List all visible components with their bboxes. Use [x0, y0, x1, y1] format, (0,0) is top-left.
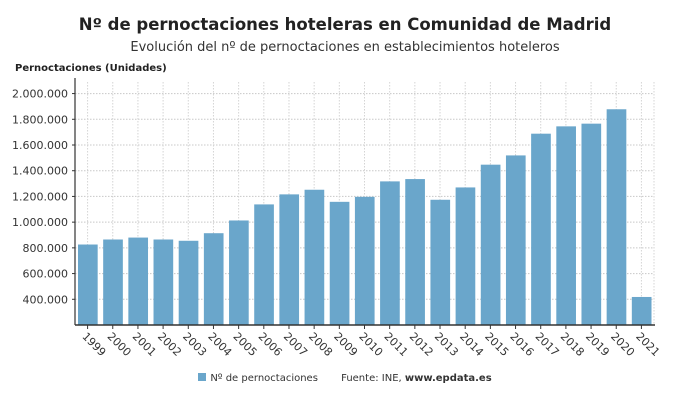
y-axis-label: Pernoctaciones (Unidades) [15, 63, 167, 74]
bar-2019 [581, 123, 602, 326]
x-tick-label: 2011 [382, 330, 411, 359]
x-tick-label: 2014 [457, 330, 486, 359]
bar-2020 [606, 109, 627, 325]
x-tick-label: 2008 [306, 330, 335, 359]
x-tick-label: 2003 [180, 330, 209, 359]
bar-2007 [279, 194, 300, 325]
bar-2005 [229, 220, 249, 325]
x-tick-label: 2019 [583, 330, 612, 359]
bar-2010 [354, 196, 375, 325]
bar-2011 [380, 181, 400, 325]
legend-swatch [198, 373, 207, 381]
y-tick-label: 1.400.000 [12, 165, 68, 178]
y-tick-label: 600.000 [23, 268, 69, 281]
chart-title: Nº de pernoctaciones hoteleras en Comuni… [78, 15, 612, 34]
x-tick-label: 2007 [281, 330, 310, 359]
x-tick-label: 2013 [432, 330, 461, 359]
bar-2004 [203, 233, 224, 325]
x-tick-label: 2009 [331, 330, 360, 359]
y-tick-label: 1.200.000 [12, 190, 68, 203]
x-tick-label: 1999 [79, 330, 108, 359]
y-tick-label: 2.000.000 [12, 88, 68, 101]
bar-2006 [254, 204, 274, 325]
x-tick-label: 2012 [407, 330, 436, 359]
x-tick-label: 2020 [608, 330, 637, 359]
x-tick-label: 2018 [558, 330, 587, 359]
x-tick-label: 2017 [533, 330, 562, 359]
bar-2008 [304, 189, 325, 325]
x-tick-label: 2004 [205, 330, 234, 359]
bar-2016 [505, 155, 526, 325]
x-tick-label: 2016 [507, 330, 536, 359]
y-tick-label: 1.000.000 [12, 216, 68, 229]
bar-2013 [430, 199, 451, 325]
bar-2001 [128, 237, 149, 325]
x-tick-label: 2021 [633, 330, 662, 359]
source-label: Fuente: INE, [341, 373, 405, 384]
bar-2012 [405, 179, 425, 325]
x-tick-label: 2002 [155, 330, 184, 359]
bar-2021 [631, 296, 652, 325]
y-tick-label: 1.800.000 [12, 113, 68, 126]
x-tick-label: 2000 [105, 330, 134, 359]
x-tick-label: 2015 [482, 330, 511, 359]
bar-2017 [531, 133, 551, 325]
source-note: Fuente: INE, www.epdata.es [341, 373, 492, 384]
bar-2015 [480, 164, 501, 325]
bar-2000 [103, 239, 123, 325]
source-site: www.epdata.es [404, 373, 492, 384]
legend-label: Nº de pernoctaciones [210, 373, 318, 384]
bar-2014 [455, 187, 476, 325]
x-tick-label: 2001 [130, 330, 159, 359]
x-tick-label: 2005 [231, 330, 260, 359]
x-tick-label: 2006 [256, 330, 285, 359]
bar-1999 [78, 244, 98, 325]
bar-2009 [329, 201, 350, 325]
chart-subtitle: Evolución del nº de pernoctaciones en es… [130, 40, 560, 55]
bar-2018 [556, 126, 576, 325]
y-tick-label: 800.000 [23, 242, 69, 255]
x-tick-label: 2010 [356, 330, 385, 359]
y-tick-label: 400.000 [23, 293, 69, 306]
bar-2003 [178, 240, 199, 325]
bar-2002 [153, 239, 174, 325]
legend: Nº de pernoctaciones Fuente: INE, www.ep… [0, 373, 690, 384]
y-tick-label: 1.600.000 [12, 139, 68, 152]
